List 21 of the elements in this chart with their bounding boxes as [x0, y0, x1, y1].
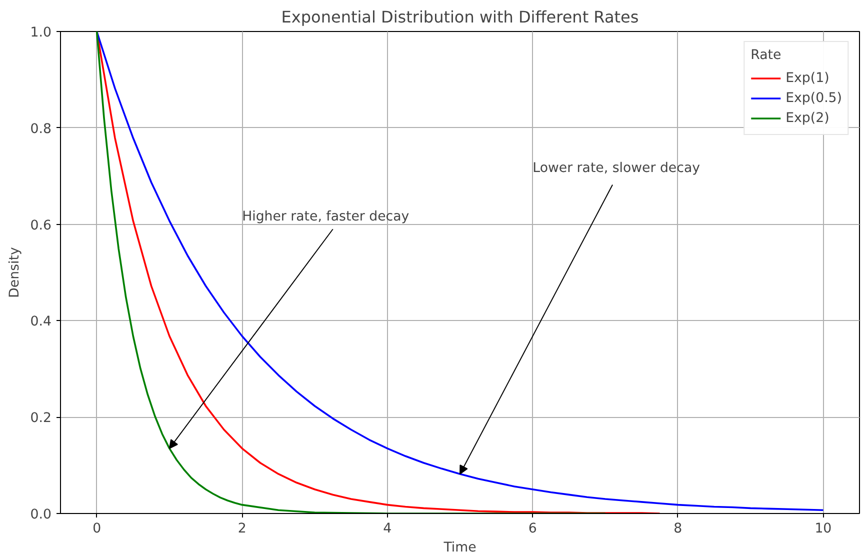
legend-label: Exp(2) [786, 110, 830, 126]
y-axis-title: Density [7, 247, 22, 298]
x-tick-label: 8 [674, 522, 682, 536]
legend-title: Rate [750, 48, 782, 63]
annotation: Lower rate, slower decay [532, 161, 700, 176]
x-tick-label: 0 [92, 522, 102, 536]
x-axis-title: Time [442, 540, 476, 556]
x-tick-label: 2 [238, 522, 246, 536]
x-tick-label: 6 [528, 522, 537, 536]
y-tick-label: 0.6 [30, 218, 52, 234]
legend-label: Exp(0.5) [786, 90, 842, 106]
x-tick-label: 10 [814, 522, 832, 536]
y-tick-label: 1.0 [30, 26, 52, 40]
y-tick-label: 0.2 [30, 411, 52, 426]
chart-title: Exponential Distribution with Different Rates [281, 8, 639, 26]
legend-label: Exp(1) [786, 70, 830, 86]
annotation: Higher rate, faster decay [242, 209, 410, 224]
x-tick-label: 4 [383, 522, 392, 536]
y-tick-label: 0.8 [30, 122, 52, 137]
y-tick-label: 0.0 [30, 508, 52, 522]
y-tick-label: 0.4 [30, 314, 52, 330]
